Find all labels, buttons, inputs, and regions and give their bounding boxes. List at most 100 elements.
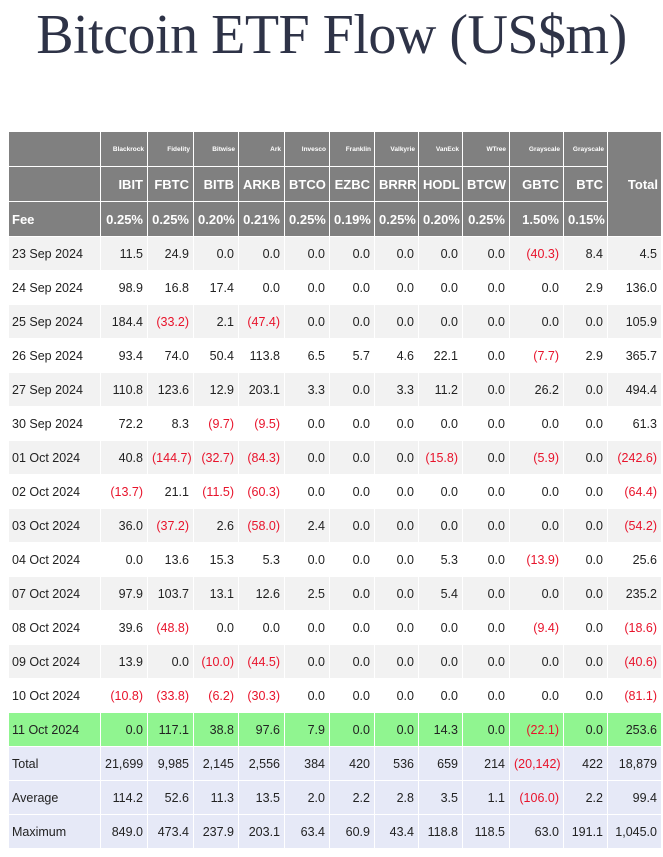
flow-cell: 0.0 [100,712,148,747]
row-total: 365.7 [607,338,662,373]
flow-cell: 0.0 [374,610,419,645]
flow-cell: 184.4 [100,304,148,339]
flow-cell: 0.0 [238,236,285,271]
flow-cell: 0.0 [418,270,463,305]
flow-cell: 117.1 [147,712,194,747]
flow-cell: 0.0 [509,304,564,339]
row-date: 25 Sep 2024 [8,304,101,339]
flow-cell: 0.0 [374,542,419,577]
row-total: (64.4) [607,474,662,509]
flow-cell: (30.3) [238,678,285,713]
summary-cell: 2.2 [329,780,375,815]
flow-cell: 0.0 [284,304,330,339]
flow-cell: 40.8 [100,440,148,475]
flow-cell: 123.6 [147,372,194,407]
ticker-symbol: ARKB [238,166,285,202]
summary-cell: 13.5 [238,780,285,815]
flow-cell: 0.0 [509,406,564,441]
flow-cell: 0.0 [563,474,608,509]
row-total: 25.6 [607,542,662,577]
table-row: 26 Sep 2024 93.4 74.0 50.4 113.8 6.5 5.7 4.6 22.… [8,338,662,373]
flow-cell: 0.0 [374,644,419,679]
flow-cell: (60.3) [238,474,285,509]
flow-cell: (144.7) [147,440,194,475]
flow-cell: 203.1 [238,372,285,407]
flow-cell: 8.3 [147,406,194,441]
flow-cell: 0.0 [462,508,510,543]
fee-value: 0.19% [329,201,375,237]
flow-cell: 0.0 [462,372,510,407]
flow-cell: (44.5) [238,644,285,679]
fee-value: 0.15% [563,201,608,237]
flow-cell: 0.0 [284,542,330,577]
flow-rows: 23 Sep 2024 11.5 24.9 0.0 0.0 0.0 0.0 0.0 0.0 0.0… [8,236,662,747]
issuer-name: Ark [238,131,285,167]
summary-cell: 3.5 [418,780,463,815]
flow-cell: 0.0 [329,678,375,713]
flow-cell: 0.0 [418,678,463,713]
flow-cell: 0.0 [563,440,608,475]
summary-cell: 118.5 [462,814,510,849]
flow-cell: 36.0 [100,508,148,543]
flow-cell: 0.0 [284,236,330,271]
summary-cell: 2.2 [563,780,608,815]
flow-cell: 0.0 [509,576,564,611]
flow-cell: 5.3 [418,542,463,577]
table-row: 01 Oct 2024 40.8 (144.7) (32.7) (84.3) 0.0 0.0… [8,440,662,475]
flow-cell: (22.1) [509,712,564,747]
summary-cell: 99.4 [607,780,662,815]
flow-cell: (5.9) [509,440,564,475]
table-row: 23 Sep 2024 11.5 24.9 0.0 0.0 0.0 0.0 0.0 0.0 0.0… [8,236,662,271]
summary-cell: 237.9 [193,814,239,849]
summary-rows: Total 21,699 9,985 2,145 2,556 384 420 536 659 21… [8,746,662,849]
flow-cell: 74.0 [147,338,194,373]
flow-cell: 72.2 [100,406,148,441]
flow-cell: 0.0 [418,304,463,339]
flow-cell: 2.9 [563,270,608,305]
row-total: 494.4 [607,372,662,407]
flow-cell: (33.8) [147,678,194,713]
flow-cell: 11.5 [100,236,148,271]
summary-cell: 420 [329,746,375,781]
issuer-name: Fidelity [147,131,194,167]
issuer-name: Grayscale [563,131,608,167]
flow-cell: 0.0 [374,576,419,611]
fee-header-row: Fee 0.25% 0.25% 0.20% 0.21% 0.25% 0.19% 0.25% 0.… [8,201,662,237]
flow-cell: (58.0) [238,508,285,543]
summary-cell: (106.0) [509,780,564,815]
summary-cell: 384 [284,746,330,781]
issuer-name: Invesco [284,131,330,167]
summary-label: Maximum [8,814,101,849]
flow-cell: 7.9 [284,712,330,747]
flow-cell: 97.9 [100,576,148,611]
flow-cell: 0.0 [462,338,510,373]
flow-cell: (10.0) [193,644,239,679]
ticker-symbol: BTC [563,166,608,202]
flow-cell: 24.9 [147,236,194,271]
flow-cell: (48.8) [147,610,194,645]
flow-cell: (15.8) [418,440,463,475]
flow-cell: 0.0 [329,304,375,339]
row-total: 4.5 [607,236,662,271]
flow-cell: 0.0 [563,372,608,407]
flow-cell: 39.6 [100,610,148,645]
flow-cell: 8.4 [563,236,608,271]
flow-cell: 5.7 [329,338,375,373]
fee-value: 0.25% [374,201,419,237]
summary-cell: 2.8 [374,780,419,815]
flow-cell: 2.5 [284,576,330,611]
ticker-symbol: EZBC [329,166,375,202]
flow-cell: 98.9 [100,270,148,305]
flow-cell: 0.0 [374,270,419,305]
flow-cell: 0.0 [329,644,375,679]
row-date: 30 Sep 2024 [8,406,101,441]
ticker-symbol: BITB [193,166,239,202]
flow-cell: 0.0 [374,474,419,509]
row-date: 01 Oct 2024 [8,440,101,475]
flow-cell: 97.6 [238,712,285,747]
flow-cell: 0.0 [462,678,510,713]
flow-cell: 0.0 [563,406,608,441]
fee-value: 0.21% [238,201,285,237]
flow-cell: 0.0 [284,644,330,679]
flow-cell: 0.0 [462,406,510,441]
